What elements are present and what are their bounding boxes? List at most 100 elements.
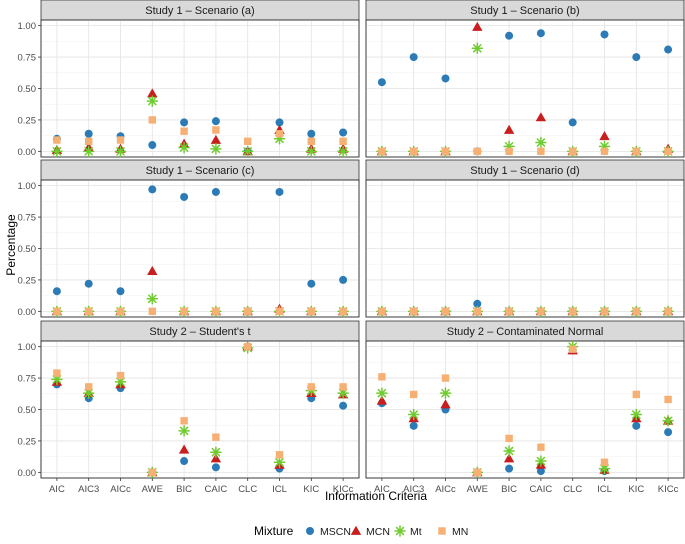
x-tick-label: KICc [333,484,354,495]
point-mn [53,307,61,316]
point-mcn [210,134,222,144]
y-tick-label: 0.00 [18,468,37,479]
point-mt [630,408,643,421]
point-mscn [600,30,609,39]
legend-key-mscn [306,527,314,535]
point-mn [505,307,513,316]
point-mcn [147,265,158,276]
point-mn [307,307,315,316]
point-mscn [84,129,93,138]
panel: Study 2 – Contaminated Normal AIC AIC3 AICc… [365,320,685,495]
y-tick-label: 0.25 [18,275,37,286]
point-mt [178,425,190,437]
point-mscn [307,129,316,138]
point-mt [407,408,420,421]
point-mn [378,373,386,381]
legend-entry: MSCN [306,526,351,538]
point-mn [148,468,156,477]
x-tick-label: AIC [49,484,65,495]
point-mscn [632,53,641,62]
point-mn [116,307,125,316]
x-tick-label: ICL [272,484,287,495]
panel-title: Study 2 – Student's t [149,326,250,338]
point-mn [600,147,609,156]
point-mn [180,417,188,425]
point-mscn [339,128,348,137]
point-mscn [536,29,545,38]
point-mscn [568,118,577,127]
panel-border [365,340,685,479]
point-mn [664,307,672,316]
point-mn [244,137,252,145]
point-mscn [505,31,514,40]
point-mn [664,395,672,404]
x-tick-label: KICc [658,484,679,495]
point-mn [441,147,450,156]
point-mscn [180,118,189,127]
point-mn [537,147,545,156]
point-mn [410,390,418,399]
panel: Study 1 – Scenario (b) [365,0,685,158]
point-mscn [307,279,316,288]
point-mt [51,145,63,158]
point-mscn [441,74,450,83]
legend-label: MCN [366,526,390,538]
point-mn [569,307,577,316]
point-mcn [147,88,158,98]
point-mscn [409,53,418,62]
y-tick-label: 1.00 [18,181,37,192]
point-mscn [148,141,157,150]
point-mscn [211,187,220,196]
point-mscn [473,299,482,308]
x-tick-label: CLC [563,484,582,495]
point-mn [473,307,481,316]
point-mscn [180,192,189,201]
point-mscn [275,187,284,196]
point-mscn [180,457,189,466]
panel-border [40,340,360,479]
x-tick-label: AWE [467,484,488,495]
legend-entry: MN [438,526,468,538]
point-mn [339,307,347,316]
point-mn [473,468,481,477]
point-mscn [377,78,386,87]
point-mn [505,434,513,443]
legend-key-mcn [350,525,362,535]
panel-title: Study 2 – Contaminated Normal [447,326,604,338]
panel-border [365,19,685,158]
y-tick-label: 0.00 [18,307,37,318]
point-mn [244,342,252,351]
y-tick-label: 0.50 [18,244,37,255]
point-mn [600,307,609,316]
point-mcn [599,131,610,141]
legend-label: MN [452,526,468,538]
point-mscn [148,185,157,194]
point-mt [210,446,222,458]
y-tick-label: 0.75 [18,213,37,224]
point-mn [116,136,125,144]
x-tick-label: KIC [628,484,644,495]
panel-border [40,179,360,318]
point-mn [537,307,545,316]
point-mcn [440,399,451,409]
panel-title: Study 1 – Scenario (c) [146,165,255,177]
point-mt [662,415,674,427]
panels-layer: Study 1 – Scenario (a) 0.00 0.25 0.50 0.75 1.… [18,0,685,495]
point-mn [664,147,672,156]
panel-border [365,179,685,318]
point-mn [212,307,220,316]
point-mn [212,126,220,134]
panel-title: Study 1 – Scenario (b) [470,5,579,17]
point-mn [307,383,315,391]
point-mn [148,307,156,316]
point-mn [378,307,386,316]
point-mn [53,136,61,144]
x-tick-label: BIC [501,484,517,495]
point-mn [569,147,577,156]
point-mn [410,307,418,316]
y-tick-label: 1.00 [18,342,37,353]
legend-label: MSCN [320,526,351,538]
legend-entry: Mt [394,525,422,538]
